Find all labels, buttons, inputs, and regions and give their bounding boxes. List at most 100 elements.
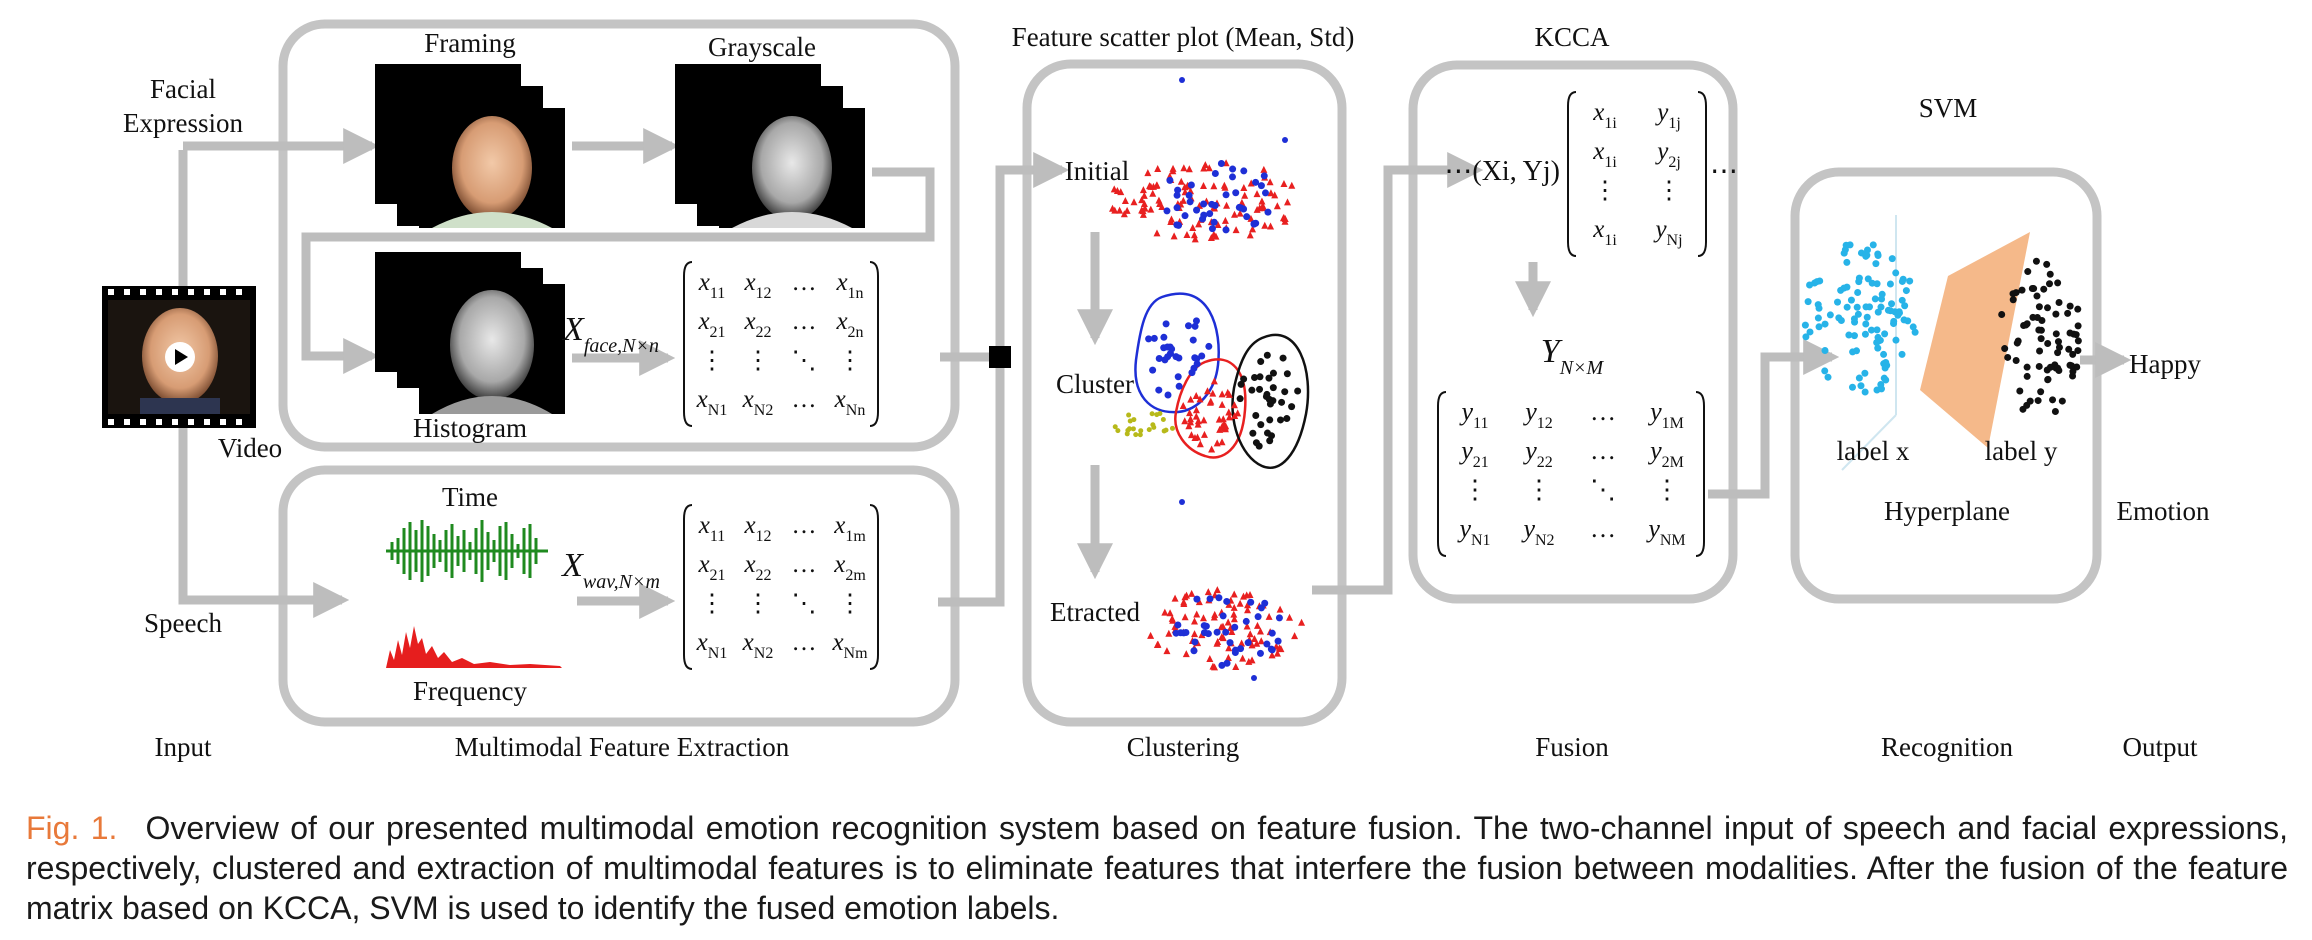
red-point xyxy=(1204,387,1212,395)
matrix-cell: x22 xyxy=(743,308,771,341)
black-point xyxy=(1269,384,1277,392)
red-point xyxy=(1199,614,1207,622)
cyan-point xyxy=(1888,255,1896,263)
black-point xyxy=(2044,340,2052,348)
black-point xyxy=(1278,398,1286,406)
red-point xyxy=(1192,406,1200,414)
blue-point xyxy=(1181,212,1189,220)
framing-label: Framing xyxy=(424,28,516,58)
black-point xyxy=(1294,387,1302,395)
stage-clustering: Clustering xyxy=(1127,732,1240,762)
red-point xyxy=(1191,630,1199,638)
blue-point xyxy=(1274,637,1282,645)
cyan-point xyxy=(1898,277,1906,285)
black-point xyxy=(2074,337,2082,345)
blue-point xyxy=(1244,639,1252,647)
black-point xyxy=(2013,339,2021,347)
red-point xyxy=(1244,606,1252,614)
matrix-cell: y1j xyxy=(1654,99,1681,132)
matrix-name: YN×M xyxy=(1541,333,1605,379)
red-point xyxy=(1161,608,1169,616)
red-point xyxy=(1239,592,1247,600)
black-point xyxy=(2044,304,2052,312)
black-point xyxy=(1265,374,1273,382)
red-point xyxy=(1193,610,1201,618)
blue-point xyxy=(1256,649,1264,657)
red-point xyxy=(1232,662,1240,670)
red-point xyxy=(1232,226,1240,234)
black-point xyxy=(2024,268,2032,276)
cyan-point xyxy=(1898,296,1906,304)
matrix-cell: y22 xyxy=(1522,436,1553,471)
system-overview-diagram: Facial Expression Video Speech Framing G… xyxy=(102,19,2210,762)
red-point xyxy=(1201,161,1209,169)
red-point xyxy=(1155,196,1163,204)
black-point xyxy=(1263,351,1271,359)
red-point xyxy=(1253,190,1261,198)
matrix-cell: ⋱ xyxy=(792,590,817,617)
junction-square xyxy=(989,346,1011,368)
blue-point xyxy=(1205,342,1213,350)
cyan-point xyxy=(1840,284,1848,292)
black-point xyxy=(2012,356,2020,364)
svm-label: SVM xyxy=(1919,93,1978,123)
black-point xyxy=(2069,350,2077,358)
matrix-cell: xN2 xyxy=(742,386,774,419)
red-point xyxy=(1271,191,1279,199)
red-cluster-outline xyxy=(1174,358,1247,459)
red-point xyxy=(1215,415,1223,423)
cyan-point xyxy=(1824,373,1832,381)
red-point xyxy=(1225,600,1233,608)
matrix-cell: x21 xyxy=(697,551,725,584)
cluster-label: Cluster xyxy=(1056,369,1134,399)
blue-point xyxy=(1257,182,1265,190)
red-point xyxy=(1218,390,1226,398)
matrix-cell: … xyxy=(792,551,817,578)
red-point xyxy=(1196,440,1204,448)
blue-point xyxy=(1235,203,1243,211)
black-point xyxy=(1251,374,1259,382)
blue-point xyxy=(1222,628,1230,636)
red-point xyxy=(1225,413,1233,421)
yellow-point xyxy=(1112,424,1118,430)
matrix-bracket xyxy=(683,261,693,427)
black-point xyxy=(2034,397,2042,405)
blue-point xyxy=(1202,622,1210,630)
black-point xyxy=(1256,373,1264,381)
matrix-cell: ⋱ xyxy=(792,347,817,374)
black-point xyxy=(2035,326,2043,334)
blue-point xyxy=(1260,172,1268,180)
blue-point xyxy=(1186,198,1194,206)
red-point xyxy=(1181,593,1189,601)
cyan-point xyxy=(1843,258,1851,266)
red-point xyxy=(1195,220,1203,228)
grayscale-to-histogram-arrow xyxy=(301,167,935,374)
yellow-point xyxy=(1160,417,1166,423)
blue-point xyxy=(1240,167,1248,175)
black-cluster-outline xyxy=(1231,333,1310,469)
red-point xyxy=(1208,445,1216,453)
cyan-point xyxy=(1904,317,1912,325)
red-point xyxy=(1221,216,1229,224)
figure-caption: Fig. 1. Overview of our presented multimo… xyxy=(26,808,2288,928)
red-point xyxy=(1200,430,1208,438)
matrix-cell: xNn xyxy=(834,386,866,419)
matrix-cell: … xyxy=(792,512,817,539)
black-point xyxy=(2054,338,2062,346)
matrix-bracket xyxy=(869,261,879,427)
matrix-cell: ⋮ xyxy=(1462,475,1488,504)
matrix-cell: ⋮ xyxy=(838,590,863,617)
cyan-point xyxy=(1874,251,1882,259)
blue-point xyxy=(1206,210,1214,218)
red-point xyxy=(1217,623,1225,631)
red-point xyxy=(1267,189,1275,197)
cyan-point xyxy=(1881,330,1889,338)
cyan-point xyxy=(1911,328,1919,336)
blue-point xyxy=(1226,639,1234,647)
caption-text: Overview of our presented multimodal emo… xyxy=(26,810,2289,926)
red-point xyxy=(1130,198,1138,206)
black-point xyxy=(2055,343,2063,351)
black-point xyxy=(2023,363,2031,371)
initial-label: Initial xyxy=(1065,156,1129,186)
red-point xyxy=(1222,422,1230,430)
